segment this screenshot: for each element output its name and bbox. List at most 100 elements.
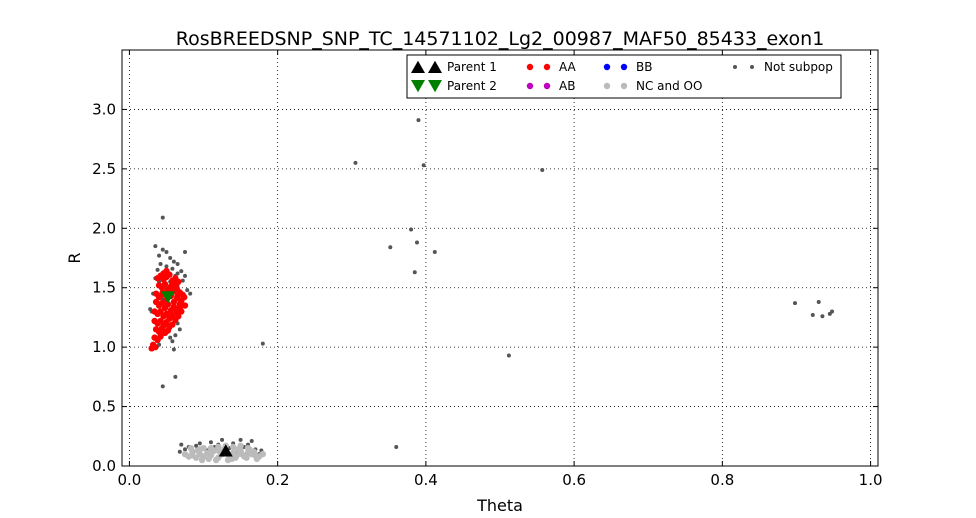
aa-point xyxy=(172,282,178,288)
y-tick-label: 0.5 xyxy=(92,398,116,416)
not-subpop-point xyxy=(413,270,417,274)
legend-bb-marker xyxy=(604,64,610,70)
y-tick-label: 3.0 xyxy=(92,100,116,118)
nc-and-oo-point xyxy=(213,457,219,463)
not-subpop-point xyxy=(817,300,821,304)
y-axis-label: R xyxy=(65,252,84,263)
not-subpop-point xyxy=(178,450,182,454)
nc-and-oo-point xyxy=(200,445,206,451)
not-subpop-point xyxy=(820,314,824,318)
not-subpop-point xyxy=(168,256,172,260)
not-subpop-point xyxy=(161,248,165,252)
nc-and-oo-point xyxy=(189,452,195,458)
nc-and-oo-point xyxy=(260,451,266,457)
not-subpop-point xyxy=(433,250,437,254)
not-subpop-point xyxy=(161,384,165,388)
not-subpop-point xyxy=(220,438,224,442)
legend-parent-2-label: Parent 2 xyxy=(447,79,497,93)
not-subpop-point xyxy=(388,245,392,249)
not-subpop-point xyxy=(183,447,187,451)
aa-point xyxy=(169,321,175,327)
not-subpop-point xyxy=(830,309,834,313)
not-subpop-point xyxy=(159,262,163,266)
not-subpop-point xyxy=(172,348,176,352)
not-subpop-point xyxy=(161,216,165,220)
not-subpop-point xyxy=(173,375,177,379)
x-tick-label: 0.4 xyxy=(414,471,438,489)
not-subpop-point xyxy=(415,241,419,245)
y-tick-label: 0.0 xyxy=(92,457,116,475)
legend-bb-marker xyxy=(621,64,627,70)
not-subpop-point xyxy=(170,339,174,343)
legend-bb-label: BB xyxy=(636,60,652,74)
aa-point xyxy=(174,293,180,299)
x-tick-label: 1.0 xyxy=(859,471,883,489)
not-subpop-point xyxy=(183,274,187,278)
legend-ab-marker xyxy=(544,83,550,89)
aa-point xyxy=(178,308,184,314)
legend-aa-marker xyxy=(527,64,533,70)
not-subpop-point xyxy=(422,163,426,167)
legend-ab-marker xyxy=(527,83,533,89)
nc-and-oo-point xyxy=(199,457,205,463)
aa-point xyxy=(165,327,171,333)
x-tick-label: 0.8 xyxy=(710,471,734,489)
not-subpop-point xyxy=(168,336,172,340)
nc-and-oo-point xyxy=(209,449,215,455)
y-tick-label: 1.5 xyxy=(92,279,116,297)
legend-nc-and-oo-marker xyxy=(621,83,627,89)
legend-parent-1-label: Parent 1 xyxy=(447,60,497,74)
not-subpop-point xyxy=(153,244,157,248)
nc-and-oo-point xyxy=(225,457,231,463)
legend: Parent 1 Parent 2 AA AB BB NC and OO Not subpo… xyxy=(407,55,841,98)
not-subpop-point xyxy=(170,267,174,271)
aa-point xyxy=(157,333,163,339)
aa-point xyxy=(181,294,187,300)
not-subpop-point xyxy=(416,118,420,122)
not-subpop-point xyxy=(198,441,202,445)
x-tick-label: 0.6 xyxy=(562,471,586,489)
nc-and-oo-point xyxy=(232,454,238,460)
y-tick-label: 1.0 xyxy=(92,338,116,356)
not-subpop-point xyxy=(353,161,357,165)
not-subpop-point xyxy=(239,438,243,442)
chart-title: RosBREEDSNP_SNP_TC_14571102_Lg2_00987_MA… xyxy=(176,28,825,50)
not-subpop-point xyxy=(540,168,544,172)
not-subpop-point xyxy=(164,264,168,268)
not-subpop-point xyxy=(172,260,176,264)
nc-and-oo-point xyxy=(188,445,194,451)
not-subpop-point xyxy=(507,353,511,357)
not-subpop-point xyxy=(179,269,183,273)
aa-point xyxy=(163,268,169,274)
x-tick-label: 0.2 xyxy=(266,471,290,489)
aa-point xyxy=(148,345,154,351)
not-subpop-point xyxy=(811,313,815,317)
x-axis-label: Theta xyxy=(476,496,523,515)
legend-not-subpop-marker xyxy=(750,65,754,69)
nc-and-oo-point xyxy=(243,454,249,460)
aa-point xyxy=(162,281,168,287)
y-tick-label: 2.5 xyxy=(92,160,116,178)
legend-ab-label: AB xyxy=(559,79,575,93)
nc-and-oo-point xyxy=(254,456,260,462)
not-subpop-point xyxy=(409,227,413,231)
not-subpop-point xyxy=(394,445,398,449)
legend-nc-and-oo-label: NC and OO xyxy=(636,79,702,93)
not-subpop-point xyxy=(250,439,254,443)
not-subpop-point xyxy=(188,292,192,296)
nc-and-oo-point xyxy=(251,449,257,455)
legend-aa-marker xyxy=(544,64,550,70)
legend-nc-and-oo-marker xyxy=(604,83,610,89)
not-subpop-point xyxy=(185,288,189,292)
nc-and-oo-point xyxy=(194,447,200,453)
x-tick-label: 0.0 xyxy=(117,471,141,489)
not-subpop-point xyxy=(176,271,180,275)
not-subpop-point xyxy=(164,250,168,254)
not-subpop-point xyxy=(793,301,797,305)
legend-not-subpop-marker xyxy=(733,65,737,69)
not-subpop-point xyxy=(156,268,160,272)
legend-aa-label: AA xyxy=(559,60,577,74)
y-tick-label: 2.0 xyxy=(92,219,116,237)
not-subpop-point xyxy=(179,443,183,447)
